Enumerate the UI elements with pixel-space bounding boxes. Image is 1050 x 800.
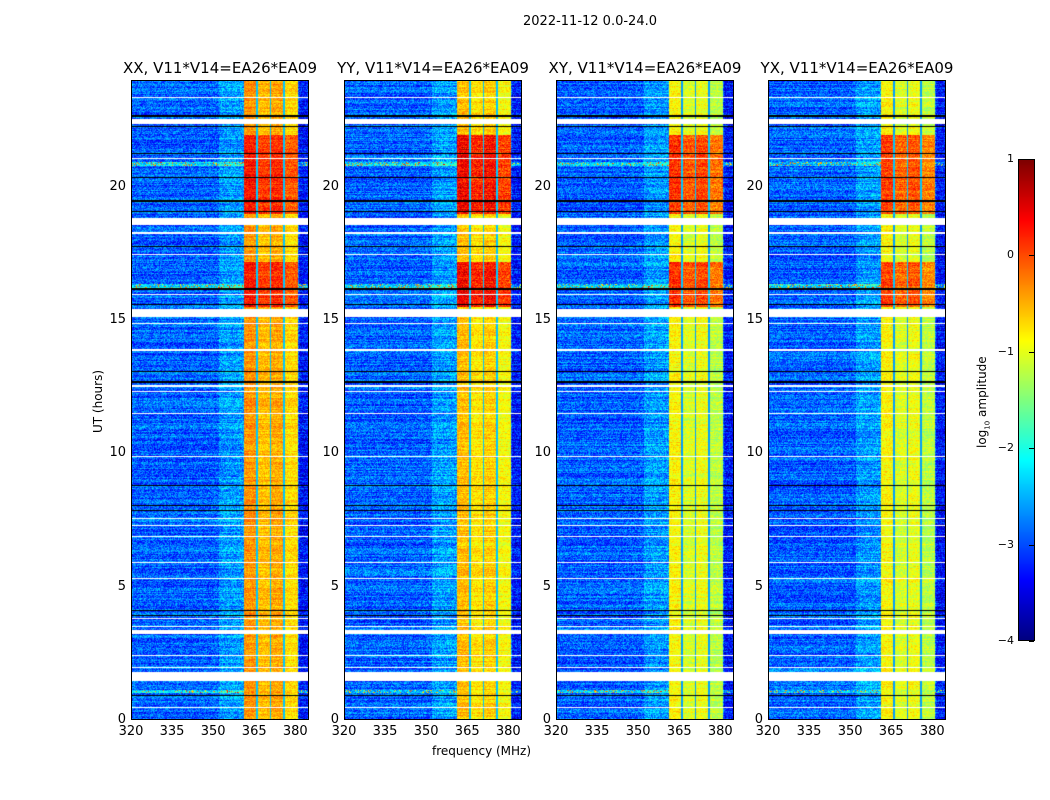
y-tick-label: 0 — [754, 712, 763, 727]
colorbar-label-log: log — [975, 429, 989, 448]
figure-title: 2022-11-12 0.0-24.0 — [523, 14, 657, 29]
y-tick-label: 15 — [322, 312, 339, 327]
x-tick-label: 335 — [372, 724, 398, 739]
y-tick-label: 20 — [534, 178, 551, 194]
colorbar-tick-mark — [1029, 159, 1034, 160]
x-tick-label: 350 — [625, 724, 651, 739]
spectrogram-panel-xy — [556, 80, 734, 720]
colorbar-tick-label: 0 — [1007, 248, 1014, 262]
heatmap-cells — [132, 81, 308, 719]
panel-title: XX, V11*V14=EA26*EA09 — [122, 59, 317, 77]
x-tick-label: 365 — [454, 724, 480, 739]
y-tick-label: 0 — [542, 712, 551, 727]
heatmap-cells — [557, 81, 733, 719]
y-tick-label: 0 — [117, 712, 126, 727]
x-tick-label: 335 — [584, 724, 610, 739]
heatmap-cells — [769, 81, 945, 719]
x-tick-label: 350 — [200, 724, 226, 739]
y-axis-label: UT (hours) — [91, 369, 105, 433]
colorbar-tick-mark — [1029, 641, 1034, 642]
x-tick-label: 350 — [837, 724, 863, 739]
x-tick-label: 380 — [707, 724, 733, 739]
y-tick-label: 20 — [322, 178, 339, 194]
panel-title: YY, V11*V14=EA26*EA09 — [337, 59, 529, 77]
colorbar-tick-label: −1 — [997, 344, 1014, 358]
colorbar-label-sub: 10 — [983, 420, 992, 430]
x-tick-label: 380 — [495, 724, 521, 739]
y-tick-label: 5 — [330, 578, 339, 594]
x-axis-label: frequency (MHz) — [432, 744, 532, 758]
panel-title: YX, V11*V14=EA26*EA09 — [760, 59, 954, 77]
colorbar-tick-label: 1 — [1007, 152, 1014, 165]
colorbar-tick-mark — [1029, 255, 1034, 257]
spectrogram-panel-xx — [131, 80, 309, 720]
x-tick-label: 320 — [331, 724, 357, 739]
colorbar-tick-label: −2 — [997, 441, 1014, 455]
x-tick-label: 350 — [413, 724, 439, 739]
y-tick-label: 10 — [534, 445, 551, 461]
panel-title: XY, V11*V14=EA26*EA09 — [548, 59, 742, 77]
y-tick-label: 10 — [322, 445, 339, 461]
x-tick-label: 380 — [282, 724, 308, 739]
heatmap-cells — [345, 81, 521, 719]
y-tick-label: 15 — [534, 312, 551, 327]
x-tick-label: 320 — [755, 724, 781, 739]
colorbar-tick-label: −3 — [997, 537, 1014, 551]
colorbar-label-rest: amplitude — [975, 356, 989, 421]
colorbar-tick-mark — [1029, 351, 1034, 353]
y-tick-label: 5 — [754, 578, 763, 594]
colorbar-tick-mark — [1029, 544, 1034, 546]
spectrogram-panel-yy — [344, 80, 522, 720]
y-tick-label: 10 — [109, 445, 126, 461]
x-tick-label: 365 — [666, 724, 692, 739]
colorbar-tick-mark — [1029, 448, 1034, 450]
spectrogram-panel-yx — [768, 80, 946, 720]
y-tick-label: 5 — [542, 578, 551, 594]
x-tick-label: 365 — [241, 724, 267, 739]
colorbar-gradient — [1019, 160, 1034, 640]
colorbar-tick-label: −4 — [997, 634, 1014, 647]
x-tick-label: 320 — [543, 724, 569, 739]
y-tick-label: 10 — [746, 445, 763, 461]
x-tick-label: 380 — [919, 724, 945, 739]
x-tick-label: 335 — [796, 724, 822, 739]
x-tick-label: 365 — [878, 724, 904, 739]
y-tick-label: 5 — [117, 578, 126, 594]
y-tick-label: 20 — [109, 178, 126, 194]
y-tick-label: 0 — [330, 712, 339, 727]
colorbar-label: log10 amplitude — [975, 356, 991, 448]
y-tick-label: 15 — [746, 312, 763, 327]
y-tick-label: 20 — [746, 178, 763, 194]
y-tick-label: 15 — [109, 312, 126, 327]
x-tick-label: 335 — [159, 724, 185, 739]
colorbar — [1018, 159, 1035, 641]
x-tick-label: 320 — [118, 724, 144, 739]
